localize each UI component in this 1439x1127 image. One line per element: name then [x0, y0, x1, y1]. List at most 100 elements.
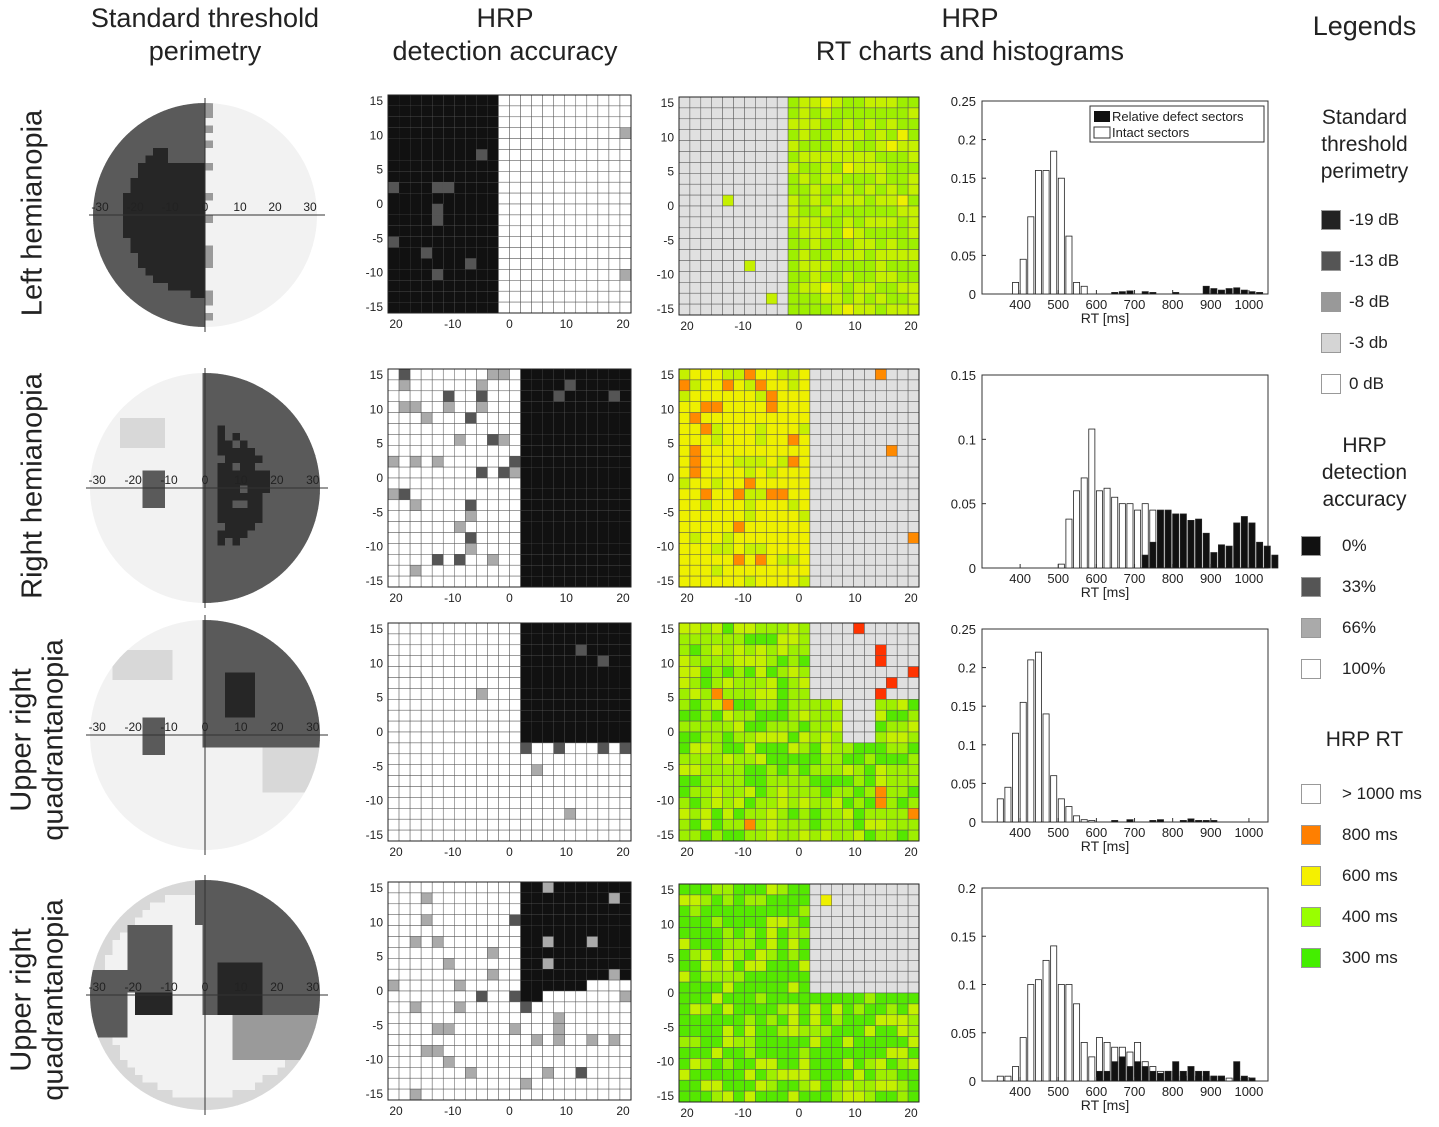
- perimetry-cell: [101, 178, 109, 186]
- perimetry-cell: [233, 501, 241, 509]
- perimetry-cell: [266, 321, 274, 329]
- grid-cell: [399, 688, 410, 699]
- perimetry-cell: [240, 880, 248, 888]
- grid-cell: [532, 678, 543, 689]
- perimetry-cell: [225, 695, 233, 703]
- perimetry-cell: [173, 1090, 181, 1098]
- grid-cell: [565, 522, 576, 533]
- perimetry-cell: [308, 658, 316, 666]
- perimetry-cell: [195, 940, 203, 948]
- perimetry-cell: [285, 568, 293, 576]
- grid-cell: [476, 511, 487, 522]
- grid-cell: [510, 634, 521, 645]
- perimetry-cell: [180, 888, 188, 896]
- perimetry-cell: [173, 970, 181, 978]
- grid-cell: [443, 434, 454, 445]
- grid-cell: [598, 182, 609, 193]
- grid-cell: [443, 478, 454, 489]
- perimetry-cell: [270, 815, 278, 823]
- perimetry-cell: [240, 433, 248, 441]
- perimetry-cell: [303, 178, 311, 186]
- grid-cell: [598, 280, 609, 291]
- perimetry-cell: [93, 246, 101, 254]
- perimetry-cell: [105, 373, 113, 381]
- perimetry-cell: [233, 963, 241, 971]
- grid-cell: [421, 645, 432, 656]
- perimetry-cell: [150, 553, 158, 561]
- perimetry-cell: [285, 1023, 293, 1031]
- perimetry-cell: [146, 238, 154, 246]
- perimetry-cell: [248, 531, 256, 539]
- perimetry-cell: [203, 778, 211, 786]
- perimetry-cell: [153, 156, 161, 164]
- perimetry-cell: [315, 448, 323, 456]
- grid-cell: [454, 456, 465, 467]
- perimetry-cell: [120, 888, 128, 896]
- perimetry-cell: [308, 448, 316, 456]
- perimetry-cell: [270, 568, 278, 576]
- perimetry-cell: [203, 388, 211, 396]
- perimetry-cell: [210, 1083, 218, 1091]
- perimetry-cell: [158, 433, 166, 441]
- grid-cell: [532, 489, 543, 500]
- grid-cell: [443, 291, 454, 302]
- perimetry-axis-label: 20: [268, 200, 282, 214]
- grid-cell: [543, 721, 554, 732]
- perimetry-cell: [308, 763, 316, 771]
- perimetry-cell: [251, 246, 259, 254]
- perimetry-cell: [105, 778, 113, 786]
- perimetry-cell: [273, 118, 281, 126]
- grid-cell: [543, 634, 554, 645]
- perimetry-cell: [150, 895, 158, 903]
- perimetry-cell: [168, 148, 176, 156]
- perimetry-cell: [300, 441, 308, 449]
- perimetry-cell: [308, 463, 316, 471]
- grid-x-tick-label: -10: [444, 591, 462, 605]
- grid-cell: [432, 193, 443, 204]
- perimetry-cell: [248, 978, 256, 986]
- perimetry-cell: [233, 910, 241, 918]
- grid-cell: [410, 269, 421, 280]
- perimetry-cell: [120, 433, 128, 441]
- grid-cell: [454, 226, 465, 237]
- perimetry-cell: [218, 531, 226, 539]
- grid-cell: [554, 678, 565, 689]
- perimetry-cell: [240, 1105, 248, 1113]
- grid-cell: [454, 478, 465, 489]
- perimetry-cell: [143, 918, 151, 926]
- perimetry-cell: [113, 643, 121, 651]
- perimetry-cell: [195, 793, 203, 801]
- perimetry-cell: [180, 740, 188, 748]
- perimetry-cell: [308, 770, 316, 778]
- perimetry-cell: [251, 291, 259, 299]
- perimetry-cell: [293, 725, 301, 733]
- perimetry-cell: [218, 710, 226, 718]
- perimetry-cell: [176, 141, 184, 149]
- perimetry-cell: [233, 1053, 241, 1061]
- perimetry-cell: [195, 396, 203, 404]
- perimetry-cell: [128, 963, 136, 971]
- perimetry-cell: [243, 223, 251, 231]
- grid-cell: [432, 182, 443, 193]
- perimetry-cell: [300, 628, 308, 636]
- grid-cell: [532, 106, 543, 117]
- perimetry-cell: [240, 970, 248, 978]
- perimetry-cell: [165, 561, 173, 569]
- perimetry-cell: [173, 785, 181, 793]
- grid-cell: [443, 543, 454, 554]
- grid-cell: [510, 182, 521, 193]
- grid-cell: [498, 95, 509, 106]
- perimetry-cell: [233, 463, 241, 471]
- perimetry-cell: [180, 993, 188, 1001]
- grid-cell: [421, 511, 432, 522]
- grid-cell: [565, 543, 576, 554]
- perimetry-cell: [173, 688, 181, 696]
- perimetry-cell: [263, 1045, 271, 1053]
- perimetry-cell: [221, 126, 229, 134]
- grid-cell: [609, 511, 620, 522]
- perimetry-cell: [293, 426, 301, 434]
- perimetry-cell: [173, 808, 181, 816]
- perimetry-cell: [120, 373, 128, 381]
- perimetry-cell: [98, 1015, 106, 1023]
- perimetry-cell: [270, 1098, 278, 1106]
